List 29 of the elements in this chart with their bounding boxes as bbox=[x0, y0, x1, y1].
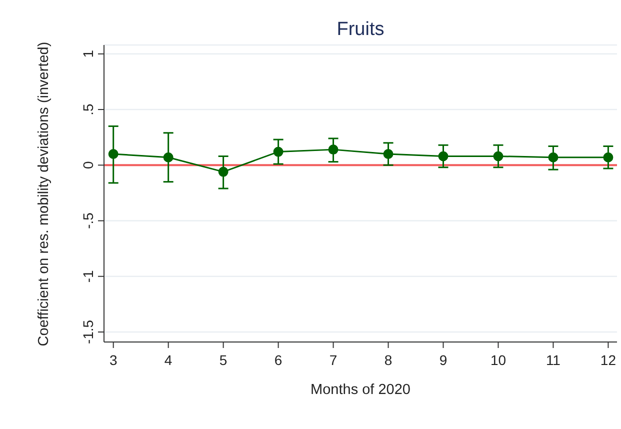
point bbox=[438, 151, 448, 162]
x-axis-title: Months of 2020 bbox=[310, 381, 412, 399]
point bbox=[108, 149, 118, 160]
point bbox=[328, 144, 338, 155]
point bbox=[273, 146, 284, 157]
x-tick-label: 3 bbox=[109, 352, 118, 368]
x-tick-label: 4 bbox=[164, 352, 172, 368]
y-tick-label: .5 bbox=[80, 103, 96, 116]
y-tick-label: -.5 bbox=[80, 212, 96, 229]
point bbox=[163, 152, 174, 162]
point bbox=[603, 152, 614, 162]
x-tick-label: 5 bbox=[219, 352, 228, 368]
x-tick-label: 11 bbox=[546, 352, 561, 368]
x-tick-label: 10 bbox=[490, 352, 506, 368]
point bbox=[493, 151, 504, 162]
y-tick-label: 0 bbox=[80, 161, 96, 170]
y-tick-label: 1 bbox=[80, 50, 96, 58]
x-tick-label: 9 bbox=[439, 352, 448, 368]
x-tick-label: 6 bbox=[274, 352, 282, 368]
y-axis-title: Coefficient on res. mobility deviations (inverted) bbox=[35, 40, 53, 348]
chart-title: Fruits bbox=[336, 19, 386, 41]
x-tick-label: 7 bbox=[329, 352, 338, 368]
point bbox=[548, 152, 558, 162]
point bbox=[383, 149, 394, 160]
y-tick-label: -1.5 bbox=[80, 320, 96, 344]
point bbox=[218, 166, 228, 177]
x-tick-label: 12 bbox=[600, 352, 616, 368]
x-tick-label: 8 bbox=[384, 352, 392, 368]
y-tick-label: -1 bbox=[80, 270, 96, 283]
